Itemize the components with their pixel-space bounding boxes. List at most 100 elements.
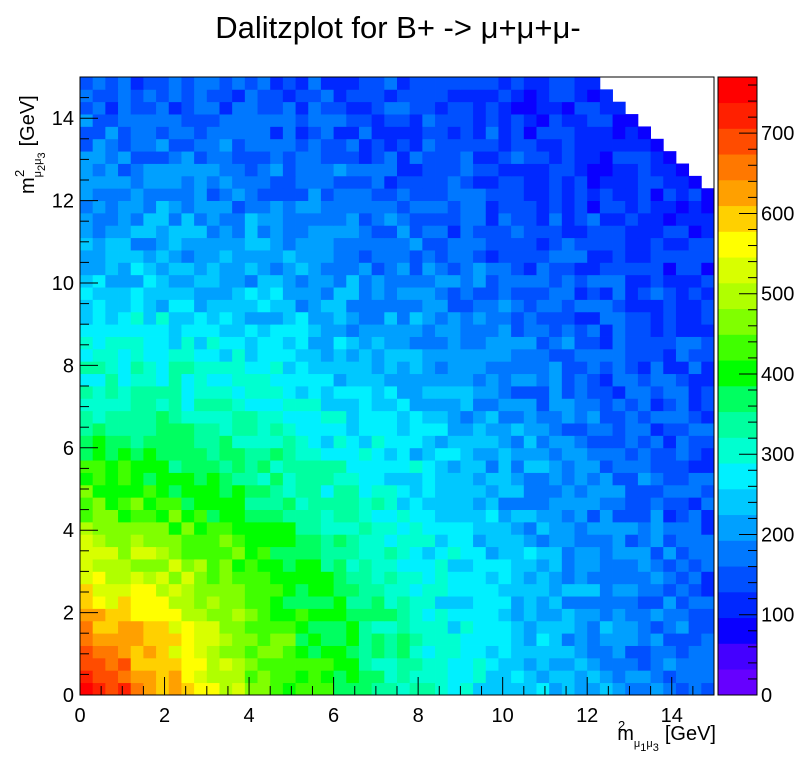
heatmap-cell xyxy=(561,472,575,486)
heatmap-cell xyxy=(473,200,487,214)
heatmap-cell xyxy=(80,175,94,189)
heatmap-cell xyxy=(587,386,601,399)
heatmap-cell xyxy=(612,274,626,288)
heatmap-cell xyxy=(244,386,258,399)
heatmap-cell xyxy=(447,311,461,325)
heatmap-cell xyxy=(232,682,246,696)
heatmap-cell xyxy=(473,410,487,424)
heatmap-cell xyxy=(688,398,702,412)
heatmap-cell xyxy=(270,398,284,412)
heatmap-cell xyxy=(244,262,258,276)
heatmap-cell xyxy=(460,336,474,350)
heatmap-cell xyxy=(168,200,182,214)
heatmap-cell xyxy=(244,410,258,424)
heatmap-cell xyxy=(244,348,258,362)
heatmap-cell xyxy=(675,188,690,201)
heatmap-cell xyxy=(650,225,664,239)
heatmap-cell xyxy=(637,175,651,189)
heatmap-cell xyxy=(194,126,208,140)
heatmap-cell xyxy=(397,311,411,325)
heatmap-cell xyxy=(333,620,347,634)
heatmap-cell xyxy=(156,212,170,226)
heatmap-cell xyxy=(206,188,220,201)
heatmap-cell xyxy=(194,435,208,449)
heatmap-cell xyxy=(473,212,487,226)
heatmap-cell xyxy=(485,138,499,152)
heatmap-cell xyxy=(663,559,677,572)
heatmap-cell xyxy=(333,521,347,535)
heatmap-cell xyxy=(587,89,601,103)
heatmap-cell xyxy=(435,521,449,535)
heatmap-cell xyxy=(346,521,360,535)
heatmap-cell xyxy=(295,633,309,646)
heatmap-cell xyxy=(650,348,664,362)
heatmap-cell xyxy=(549,175,563,189)
heatmap-cell xyxy=(422,633,436,646)
heatmap-cell xyxy=(244,101,258,115)
heatmap-cell xyxy=(80,250,94,263)
heatmap-cell xyxy=(473,324,487,337)
heatmap-cell xyxy=(473,250,487,263)
palette-swatch xyxy=(718,154,757,181)
heatmap-cell xyxy=(257,175,271,189)
heatmap-cell xyxy=(308,534,322,548)
heatmap-cell xyxy=(549,546,563,560)
heatmap-cell xyxy=(92,212,106,226)
heatmap-cell xyxy=(105,620,119,634)
heatmap-cell xyxy=(523,114,537,127)
heatmap-cell xyxy=(574,645,588,659)
heatmap-cell xyxy=(219,311,233,325)
heatmap-cell xyxy=(105,163,119,177)
heatmap-cell xyxy=(599,151,613,164)
heatmap-cell xyxy=(320,497,334,510)
palette-swatch xyxy=(718,437,757,464)
heatmap-cell xyxy=(244,546,258,560)
heatmap-cell xyxy=(282,509,296,523)
heatmap-cell xyxy=(397,583,411,597)
heatmap-cell xyxy=(422,484,436,498)
heatmap-cell xyxy=(612,521,626,535)
heatmap-cell xyxy=(688,336,702,350)
heatmap-cell xyxy=(92,670,106,684)
heatmap-cell xyxy=(384,521,398,535)
heatmap-cell xyxy=(599,596,613,609)
heatmap-cell xyxy=(118,620,132,634)
heatmap-cell xyxy=(80,138,94,152)
heatmap-cell xyxy=(435,200,449,214)
heatmap-cell xyxy=(308,101,322,115)
heatmap-cell xyxy=(320,509,334,523)
heatmap-cell xyxy=(181,324,195,337)
heatmap-cell xyxy=(549,398,563,412)
heatmap-cell xyxy=(346,114,360,127)
heatmap-cell xyxy=(637,682,651,696)
heatmap-cell xyxy=(498,212,512,226)
heatmap-cell xyxy=(523,608,537,622)
heatmap-cell xyxy=(485,311,499,325)
heatmap-cell xyxy=(625,583,639,597)
heatmap-cell xyxy=(447,410,461,424)
heatmap-cell xyxy=(333,163,347,177)
heatmap-cell xyxy=(397,262,411,276)
heatmap-cell xyxy=(282,423,296,436)
heatmap-cell xyxy=(384,534,398,548)
heatmap-cell xyxy=(384,410,398,424)
heatmap-cell xyxy=(358,386,373,399)
heatmap-cell xyxy=(612,559,626,572)
heatmap-cell xyxy=(257,188,271,201)
heatmap-cell xyxy=(599,237,613,251)
heatmap-cell xyxy=(422,373,436,387)
heatmap-cell xyxy=(118,188,132,201)
palette-swatch xyxy=(718,514,757,541)
heatmap-cell xyxy=(460,645,474,659)
heatmap-cell xyxy=(523,460,537,473)
heatmap-cell xyxy=(701,620,715,634)
heatmap-cell xyxy=(612,200,626,214)
heatmap-cell xyxy=(688,497,702,510)
heatmap-cell xyxy=(181,188,195,201)
heatmap-cell xyxy=(168,484,182,498)
heatmap-cell xyxy=(105,287,119,300)
heatmap-cell xyxy=(308,497,322,510)
heatmap-cell xyxy=(460,472,474,486)
heatmap-cell xyxy=(473,484,487,498)
heatmap-cell xyxy=(320,447,334,461)
